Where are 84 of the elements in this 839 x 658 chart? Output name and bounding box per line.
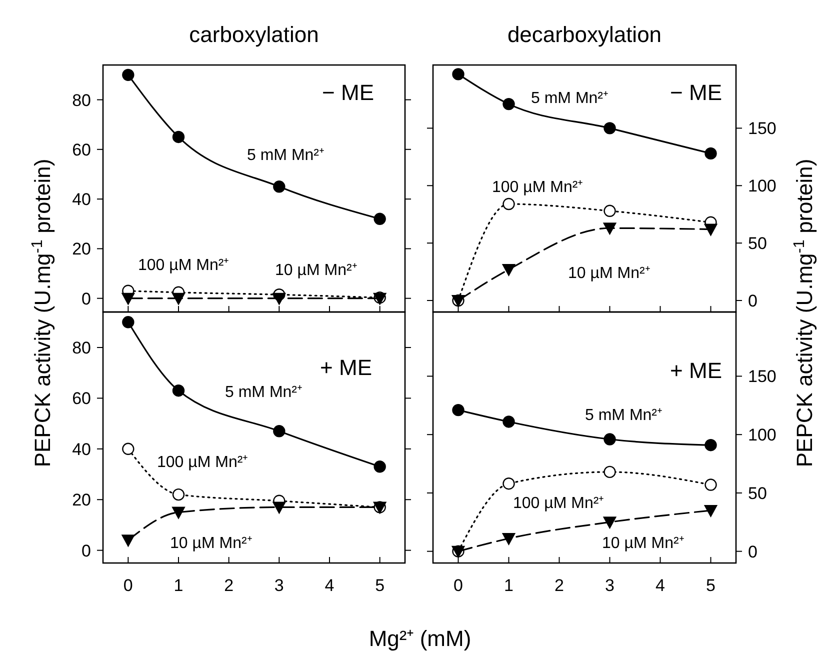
y-tick-label: 0 [748,542,758,562]
point [122,534,135,547]
series-label: 100 µM Mn²⁺ [492,179,583,196]
y-tick-label: 50 [748,234,767,254]
y-tick-label: 20 [72,240,91,259]
y-tick-label: 80 [72,90,91,110]
x-tick-label: 1 [504,576,514,595]
y-tick-label: 50 [748,484,767,503]
y-tick-label: 0 [82,541,91,560]
point [502,532,516,545]
point [172,130,185,144]
x-tick-label: 4 [324,576,334,595]
point [172,292,185,305]
point [172,488,185,501]
point [603,516,616,529]
series-label: 10 µM Mn²⁺ [275,262,357,279]
x-tick-label: 5 [375,576,385,595]
series-label: 5 mM Mn²⁺ [225,384,302,401]
point [502,98,515,110]
point [374,212,386,226]
x-axis-title: Mg²⁺ (mM) [368,626,472,651]
y-tick-label: 150 [748,119,776,138]
annotation: − ME [670,80,722,105]
point [704,147,717,160]
y-tick-label: 20 [72,490,91,510]
y-tick-label: 40 [72,190,91,210]
annotation: − ME [322,80,374,105]
x-tick-label: 3 [274,576,284,595]
x-tick-label: 5 [706,576,716,595]
annotation: + ME [670,358,722,383]
point [502,198,515,210]
series-label: 5 mM Mn²⁺ [585,407,662,424]
x-tick-label: 2 [224,576,234,595]
point [704,478,717,491]
point [122,68,134,82]
y-tick-label: 100 [748,176,776,196]
point [502,478,515,490]
x-tick-label: 3 [605,576,614,595]
y-tick-label: 150 [748,367,776,386]
point [374,460,386,473]
x-tick-label: 1 [174,576,184,595]
point [172,384,185,397]
chart-title: carboxylation [189,22,319,47]
y-tick-label: 60 [72,140,91,160]
point [603,222,616,235]
point [604,122,616,134]
y-tick-label: 40 [72,440,91,459]
point [604,433,616,446]
series-label: 10 µM Mn²⁺ [602,535,684,552]
series-label: 100 µM Mn²⁺ [157,454,248,471]
point [502,264,516,276]
series-label: 100 µM Mn²⁺ [513,495,604,512]
point [122,316,134,328]
y-tick-label: 0 [748,292,758,311]
point [604,466,616,478]
y-tick-label: 0 [82,289,91,308]
series-label: 10 µM Mn²⁺ [170,535,252,552]
point [604,204,616,217]
series-label: 100 µM Mn²⁺ [138,257,229,274]
point [704,504,718,517]
point [452,68,464,80]
x-tick-label: 2 [554,576,564,595]
point [273,425,286,438]
annotation: + ME [320,355,372,380]
series-label: 5 mM Mn²⁺ [247,147,324,164]
point [704,224,718,236]
x-tick-label: 0 [454,576,463,595]
x-tick-label: 0 [123,576,133,595]
point [122,292,135,305]
x-tick-label: 4 [656,576,665,595]
point [452,404,464,416]
point [172,506,185,519]
series-label: 10 µM Mn²⁺ [568,265,650,282]
point [122,442,134,456]
point [704,438,717,452]
series-label: 5 mM Mn²⁺ [531,90,608,107]
chart-title: decarboxylation [507,22,662,47]
y-tick-label: 80 [72,338,91,358]
point [272,292,286,305]
point [502,416,515,428]
point [273,180,286,193]
y-tick-label: 100 [748,426,776,445]
y-tick-label: 60 [72,389,91,408]
point [272,502,286,514]
